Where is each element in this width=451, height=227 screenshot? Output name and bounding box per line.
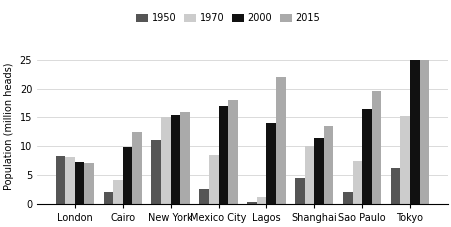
Bar [208,155,218,204]
Bar [371,91,381,204]
Bar [113,180,123,204]
Bar [266,123,276,204]
Legend: 1950, 1970, 2000, 2015: 1950, 1970, 2000, 2015 [132,10,323,27]
Bar [295,178,304,204]
Bar [199,189,208,204]
Bar [228,100,237,204]
Bar [151,140,161,204]
Bar [55,156,65,204]
Bar [352,160,361,204]
Bar [123,147,132,204]
Y-axis label: Population (million heads): Population (million heads) [4,62,14,190]
Bar [247,202,256,204]
Bar [361,109,371,204]
Bar [304,146,313,204]
Bar [390,168,400,204]
Bar [409,60,419,204]
Bar [400,116,409,204]
Bar [276,77,285,204]
Bar [180,112,189,204]
Bar [65,157,75,204]
Bar [75,162,84,204]
Bar [170,114,180,204]
Bar [342,192,352,204]
Bar [103,192,113,204]
Bar [323,126,333,204]
Bar [256,197,266,204]
Bar [84,163,94,204]
Bar [419,60,428,204]
Bar [218,106,228,204]
Bar [313,138,323,204]
Bar [132,132,142,204]
Bar [161,117,170,204]
